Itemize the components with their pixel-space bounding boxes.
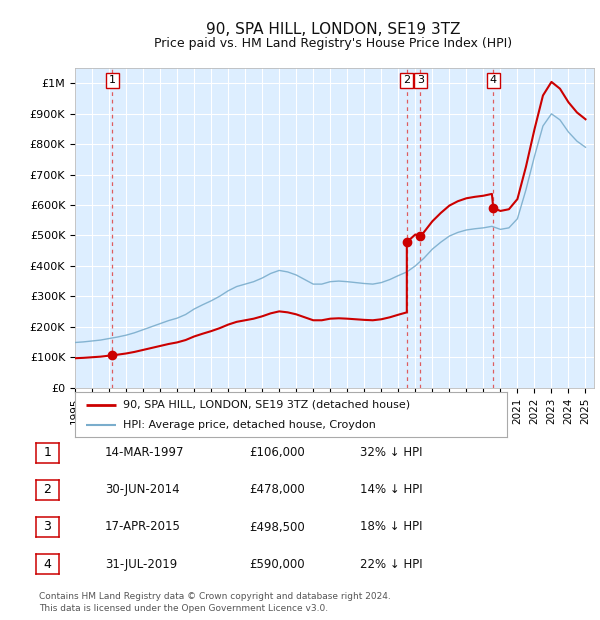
Text: 3: 3	[417, 76, 424, 86]
Text: 1: 1	[109, 76, 116, 86]
Text: £590,000: £590,000	[249, 558, 305, 570]
Text: 3: 3	[43, 521, 52, 533]
Text: £106,000: £106,000	[249, 446, 305, 459]
Text: 90, SPA HILL, LONDON, SE19 3TZ: 90, SPA HILL, LONDON, SE19 3TZ	[206, 22, 460, 37]
Text: HPI: Average price, detached house, Croydon: HPI: Average price, detached house, Croy…	[122, 420, 376, 430]
Text: 2: 2	[403, 76, 410, 86]
Text: 32% ↓ HPI: 32% ↓ HPI	[360, 446, 422, 459]
Text: £498,500: £498,500	[249, 521, 305, 533]
Text: 2: 2	[43, 484, 52, 496]
Text: 14-MAR-1997: 14-MAR-1997	[105, 446, 185, 459]
Text: 18% ↓ HPI: 18% ↓ HPI	[360, 521, 422, 533]
Text: 30-JUN-2014: 30-JUN-2014	[105, 484, 179, 496]
Text: 4: 4	[490, 76, 497, 86]
Text: 17-APR-2015: 17-APR-2015	[105, 521, 181, 533]
Text: £478,000: £478,000	[249, 484, 305, 496]
Text: 90, SPA HILL, LONDON, SE19 3TZ (detached house): 90, SPA HILL, LONDON, SE19 3TZ (detached…	[122, 399, 410, 410]
Text: 31-JUL-2019: 31-JUL-2019	[105, 558, 177, 570]
Text: 4: 4	[43, 558, 52, 570]
Text: 14% ↓ HPI: 14% ↓ HPI	[360, 484, 422, 496]
Text: Contains HM Land Registry data © Crown copyright and database right 2024.
This d: Contains HM Land Registry data © Crown c…	[39, 591, 391, 613]
Text: Price paid vs. HM Land Registry's House Price Index (HPI): Price paid vs. HM Land Registry's House …	[154, 37, 512, 50]
Text: 22% ↓ HPI: 22% ↓ HPI	[360, 558, 422, 570]
Text: 1: 1	[43, 446, 52, 459]
